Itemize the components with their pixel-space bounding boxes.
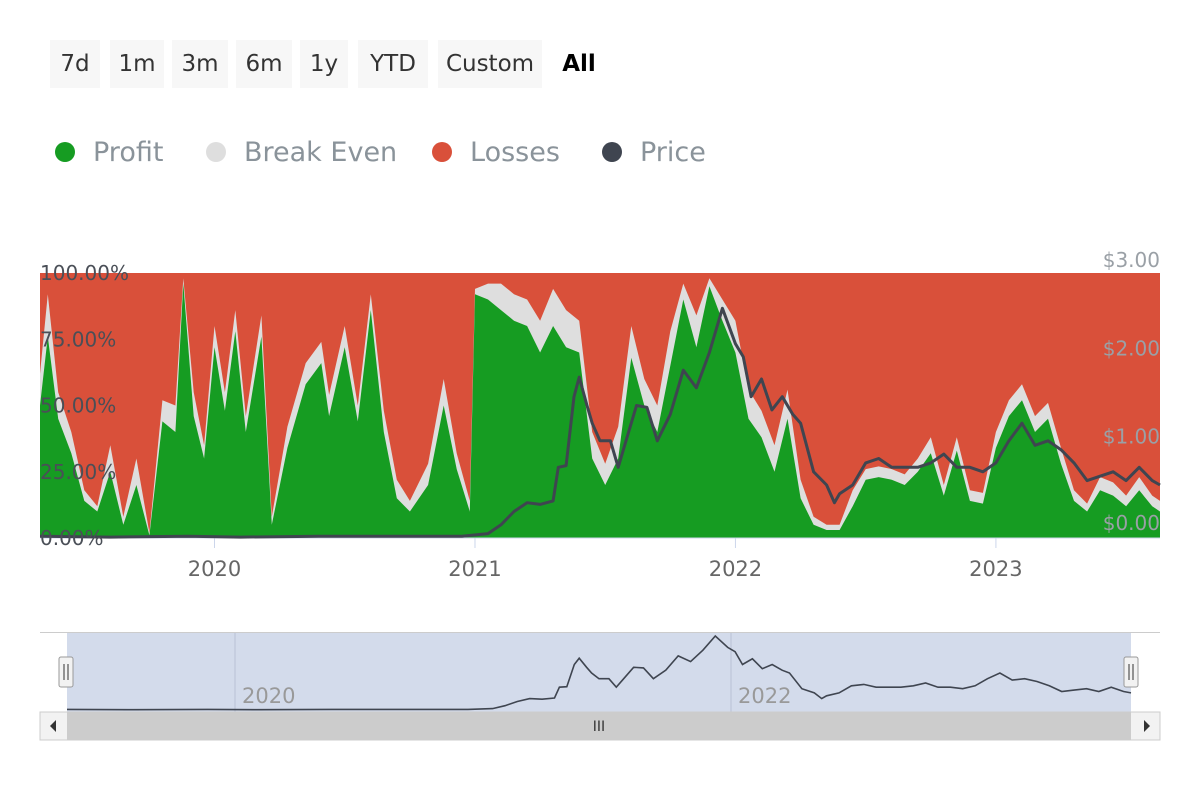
range-ytd-button[interactable]: YTD xyxy=(358,40,428,88)
range-3m-button[interactable]: 3m xyxy=(172,40,228,88)
profit-dot-icon xyxy=(55,142,75,162)
legend-item-profit[interactable]: Profit xyxy=(55,132,163,172)
y-left-label-25: 25.00% xyxy=(40,460,116,484)
y-right-label-3: $3.00 xyxy=(1103,248,1160,272)
scroll-right-arrow-icon[interactable] xyxy=(1144,720,1150,732)
y-axis-right-labels: $0.00 $1.00 $2.00 $3.00 xyxy=(1103,248,1160,535)
legend-label-losses: Losses xyxy=(470,136,560,168)
range-7d-button[interactable]: 7d xyxy=(50,40,100,88)
navigator-label-2020: 2020 xyxy=(242,684,295,708)
y-right-label-2: $2.00 xyxy=(1103,336,1160,360)
legend-item-price[interactable]: Price xyxy=(602,132,706,172)
x-tick-label-2021: 2021 xyxy=(448,557,501,581)
legend-label-profit: Profit xyxy=(93,136,164,168)
break-even-dot-icon xyxy=(206,142,226,162)
navigator-selected-range[interactable] xyxy=(67,633,1131,712)
scrollbar-thumb[interactable] xyxy=(67,712,1131,740)
legend-item-losses[interactable]: Losses xyxy=(432,132,560,172)
scroll-left-arrow-icon[interactable] xyxy=(50,720,56,732)
legend-label-break-even: Break Even xyxy=(244,136,398,168)
x-axis-ticks: 2020 2021 2022 2023 xyxy=(188,538,1023,581)
range-custom-button[interactable]: Custom xyxy=(438,40,542,88)
legend-label-price: Price xyxy=(640,136,706,168)
x-tick-label-2023: 2023 xyxy=(969,557,1022,581)
y-left-label-0: 0.00% xyxy=(40,526,104,550)
price-dot-icon xyxy=(602,142,622,162)
scrollbar-track[interactable] xyxy=(39,711,1161,741)
y-right-label-1: $1.00 xyxy=(1103,425,1160,449)
range-1m-button[interactable]: 1m xyxy=(110,40,164,88)
price-line xyxy=(39,306,1161,539)
navigator-label-2022: 2022 xyxy=(738,684,791,708)
profit-area xyxy=(40,283,1160,538)
legend-item-break-even[interactable]: Break Even xyxy=(206,132,397,172)
x-tick-label-2020: 2020 xyxy=(188,557,241,581)
losses-dot-icon xyxy=(432,142,452,162)
navigator-background xyxy=(40,632,1160,712)
y-left-label-50: 50.00% xyxy=(40,394,116,418)
y-axis-left-labels: 0.00% 25.00% 50.00% 75.00% 100.00% xyxy=(40,261,129,550)
navigator-price-line xyxy=(66,634,1132,711)
y-left-label-75: 75.00% xyxy=(40,327,116,351)
range-all-button[interactable]: All xyxy=(552,40,606,88)
x-tick-label-2022: 2022 xyxy=(709,557,762,581)
range-1y-button[interactable]: 1y xyxy=(300,40,348,88)
y-right-label-0: $0.00 xyxy=(1103,511,1160,535)
scrollbar-grip-icon: III xyxy=(593,719,605,735)
main-chart: 2020 2021 2022 2023 0.00% 25.00% 50.00% 75.00%… xyxy=(39,248,1161,581)
range-6m-button[interactable]: 6m xyxy=(236,40,292,88)
navigator-left-handle[interactable] xyxy=(58,656,74,688)
navigator-right-handle[interactable] xyxy=(1123,656,1139,688)
y-left-label-100: 100.00% xyxy=(40,261,129,285)
